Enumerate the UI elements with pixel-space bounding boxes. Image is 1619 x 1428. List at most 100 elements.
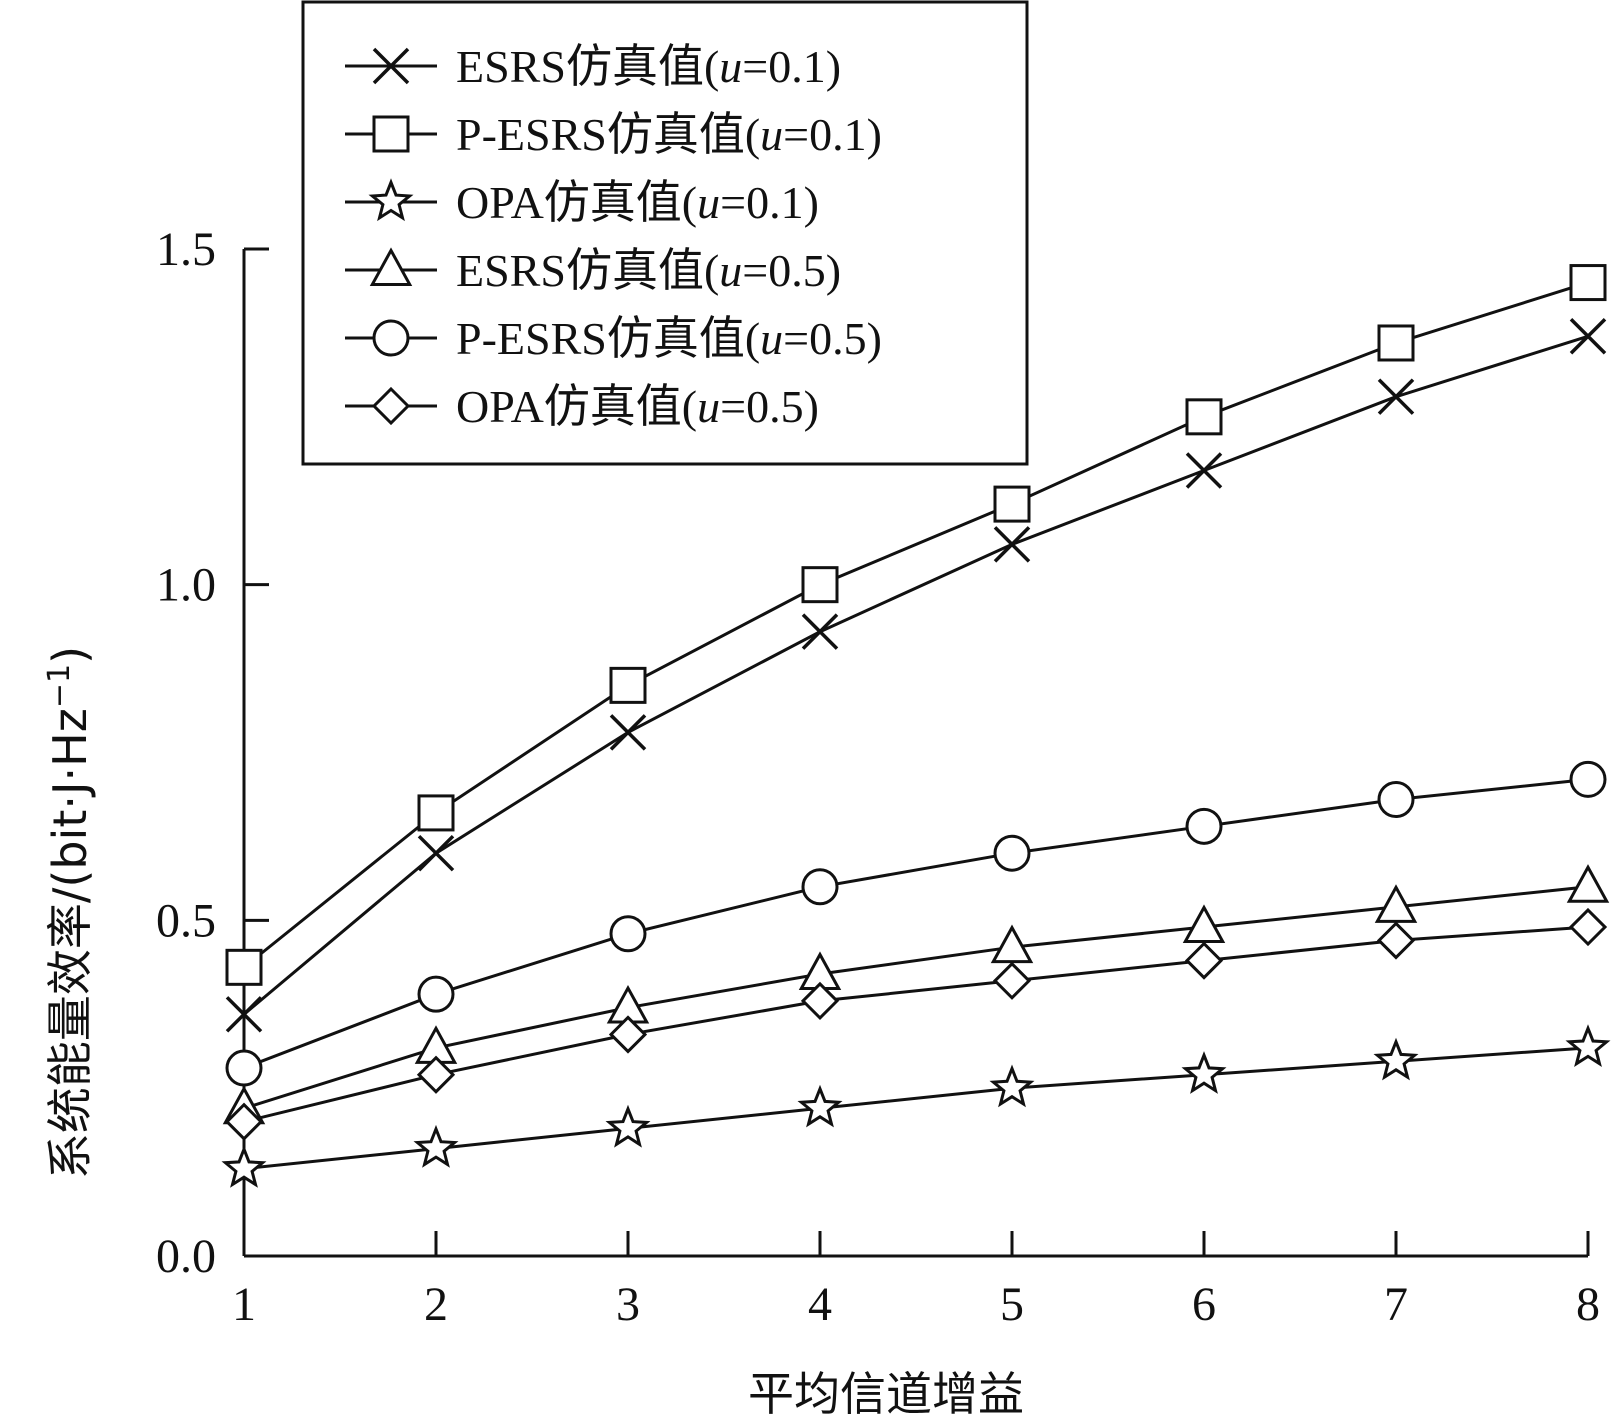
y-tick-label: 0.0 [156, 1230, 216, 1283]
data-point-x-cross-shape [993, 526, 1031, 563]
series-line [243, 334, 1589, 1016]
legend-label: P-ESRS仿真值(u=0.1) [456, 109, 882, 160]
data-point-diamond [1376, 921, 1416, 960]
data-point-x-cross-shape [417, 834, 455, 872]
data-point-x-cross-shape [1185, 452, 1223, 489]
data-point-x-cross-shape [609, 714, 647, 751]
data-point-star [1565, 1024, 1611, 1067]
x-tick-label: 2 [424, 1278, 448, 1331]
x-tick-label: 8 [1576, 1278, 1600, 1331]
axes: 1 2 3 4 5 6 7 8 0.0 0.5 1.0 1.5 [156, 223, 1600, 1331]
data-point-star [413, 1124, 459, 1168]
legend-label-suffix: =0.5) [783, 313, 882, 364]
data-point-star [989, 1064, 1035, 1108]
data-point-x-cross [801, 613, 839, 650]
legend-label-prefix: P-ESRS仿真值( [456, 313, 760, 364]
y-ticks: 0.0 0.5 1.0 1.5 [156, 223, 269, 1283]
legend-item-6: OPA仿真值(u=0.5) [345, 381, 819, 432]
legend-label-variable: u [719, 245, 742, 296]
data-point-diamond [416, 1055, 456, 1094]
y-axis-label-main: 系统能量效率/(bit·J·Hz [43, 708, 97, 1179]
data-point-x-cross-shape [1569, 318, 1607, 355]
data-point-circle [801, 868, 839, 906]
data-point-star [1373, 1037, 1419, 1081]
data-point-x-cross [609, 714, 647, 751]
legend-label-prefix: OPA仿真值( [456, 381, 697, 432]
data-point-square [993, 485, 1031, 523]
y-axis-label-close: ) [43, 646, 97, 664]
legend-marker-square [372, 115, 410, 153]
data-point-x-cross [417, 834, 455, 872]
series-line [243, 1046, 1589, 1171]
data-point-x-cross-shape [801, 613, 839, 650]
legend-marker-star [368, 178, 414, 222]
data-point-diamond [608, 1015, 648, 1054]
series-line [243, 777, 1589, 1070]
data-point-square [225, 948, 263, 986]
data-point-circle [1377, 780, 1415, 818]
data-point-diamond [224, 1102, 264, 1141]
legend-label-variable: u [697, 381, 720, 432]
series-2 [225, 264, 1607, 986]
legend-box [301, 0, 1029, 466]
data-point-square [417, 794, 455, 832]
x-tick-label: 5 [1000, 1278, 1024, 1331]
legend-label-prefix: ESRS仿真值( [456, 245, 719, 296]
legend-label-variable: u [719, 41, 742, 92]
x-tick-label: 7 [1384, 1278, 1408, 1331]
y-axis-label: 系统能量效率/(bit·J·Hz−1) [42, 646, 98, 1179]
data-point-diamond [1184, 941, 1224, 980]
legend-label-prefix: OPA仿真值( [456, 177, 697, 228]
series-5 [225, 760, 1607, 1087]
legend-marker-x-cross-shape [372, 47, 410, 85]
legend-label-prefix: ESRS仿真值( [456, 41, 719, 92]
series-line [243, 281, 1589, 969]
legend-label-suffix: =0.1) [742, 41, 841, 92]
data-point-diamond [800, 981, 840, 1021]
data-point-circle [1185, 807, 1223, 845]
data-point-star [797, 1084, 843, 1128]
data-point-square [1569, 264, 1607, 302]
data-point-circle [609, 915, 647, 953]
legend-marker-diamond [371, 386, 411, 426]
data-point-star [221, 1145, 267, 1188]
data-point-x-cross-shape [1377, 378, 1415, 415]
legend-label-prefix: P-ESRS仿真值( [456, 109, 760, 160]
data-point-circle [417, 975, 455, 1013]
legend-label: OPA仿真值(u=0.1) [456, 177, 819, 228]
legend-item-3: OPA仿真值(u=0.1) [345, 177, 819, 228]
legend-label: ESRS仿真值(u=0.1) [456, 41, 841, 92]
legend-label-variable: u [760, 313, 783, 364]
data-point-star [1181, 1051, 1227, 1094]
data-point-square [1185, 398, 1223, 436]
data-point-x-cross [1185, 452, 1223, 489]
legend-label-suffix: =0.5) [720, 381, 819, 432]
x-axis-label: 平均信道增益 [748, 1367, 1024, 1421]
y-tick-label: 1.5 [156, 223, 216, 276]
y-tick-label: 1.0 [156, 559, 216, 612]
legend-marker-x-cross [372, 47, 410, 85]
legend-label: OPA仿真值(u=0.5) [456, 381, 819, 432]
legend-marker-triangle [369, 247, 413, 286]
data-point-x-cross [993, 526, 1031, 563]
data-point-diamond [1568, 907, 1608, 947]
legend-item-2: P-ESRS仿真值(u=0.1) [345, 109, 882, 160]
y-tick-label: 0.5 [156, 894, 216, 947]
legend-marker-circle [372, 319, 410, 357]
data-point-circle [225, 1049, 263, 1087]
data-point-star [605, 1104, 651, 1148]
legend-label: ESRS仿真值(u=0.5) [456, 245, 841, 296]
data-point-diamond [992, 961, 1032, 1000]
legend-item-4: ESRS仿真值(u=0.5) [345, 245, 841, 296]
legend-label-suffix: =0.1) [720, 177, 819, 228]
legend-label: P-ESRS仿真值(u=0.5) [456, 313, 882, 364]
series-line [243, 885, 1589, 1110]
legend-item-5: P-ESRS仿真值(u=0.5) [345, 313, 882, 364]
data-point-x-cross-shape [225, 996, 263, 1033]
series-line [243, 925, 1589, 1124]
legend-label-suffix: =0.5) [742, 245, 841, 296]
x-tick-label: 1 [232, 1278, 256, 1331]
legend-label-variable: u [697, 177, 720, 228]
